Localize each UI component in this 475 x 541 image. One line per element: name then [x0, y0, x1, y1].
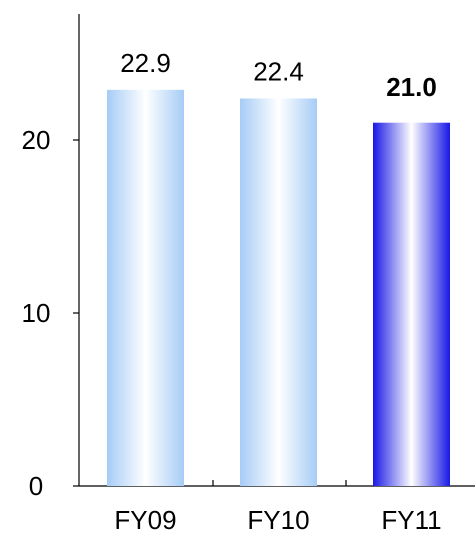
data-label-fy10: 22.4	[253, 56, 304, 86]
bar-fy11	[373, 122, 450, 486]
category-labels: FY09 FY10 FY11	[114, 505, 441, 535]
y-tick-label: 20	[22, 125, 51, 155]
data-label-fy09: 22.9	[120, 48, 171, 78]
category-label-fy11: FY11	[381, 505, 441, 535]
bar-fy10	[240, 98, 317, 486]
y-tick-label: 0	[29, 471, 43, 501]
category-label-fy09: FY09	[114, 505, 176, 535]
data-labels: 22.9 22.4 21.0	[120, 48, 437, 102]
y-tick-label: 10	[22, 298, 51, 328]
x-axis-ticks	[212, 480, 347, 486]
bar-fy09	[107, 89, 184, 486]
category-label-fy10: FY10	[247, 505, 309, 535]
bar-series	[107, 89, 450, 486]
y-axis-ticks: 0 10 20	[22, 125, 79, 501]
data-label-fy11: 21.0	[386, 72, 437, 102]
